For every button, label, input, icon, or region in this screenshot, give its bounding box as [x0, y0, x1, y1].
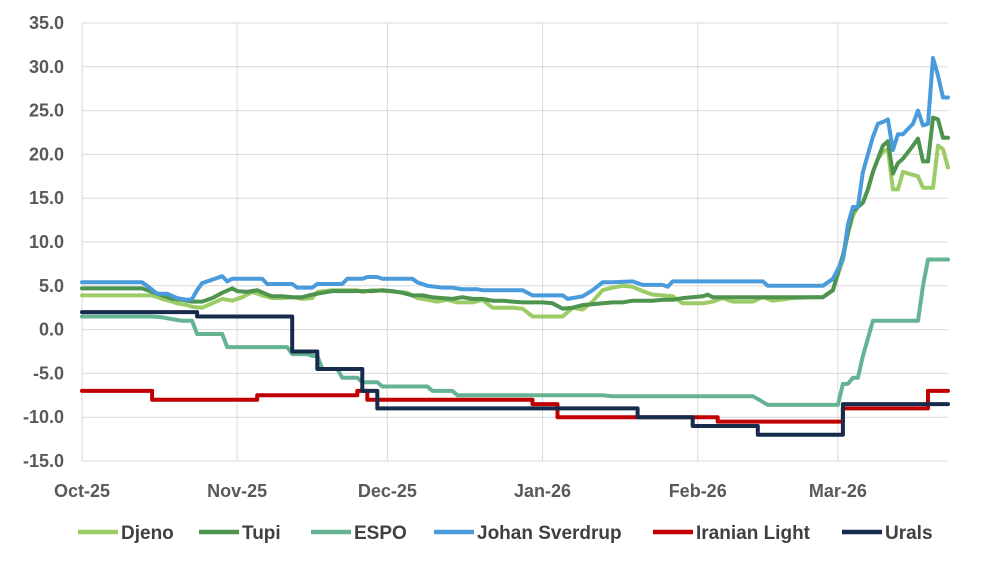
legend-label-iranian-light: Iranian Light: [696, 523, 811, 544]
x-tick-label: Dec-25: [358, 481, 417, 501]
legend-label-tupi: Tupi: [242, 523, 281, 544]
legend: Djeno Tupi ESPO Johan Sverdrup Iranian Light…: [78, 523, 933, 544]
series-line-tupi: [80, 115, 950, 311]
legend-label-djeno: Djeno: [121, 523, 174, 544]
y-tick-label: -10.0: [23, 407, 64, 427]
x-tick-label: Mar-26: [809, 481, 867, 501]
x-tick-label: Oct-25: [54, 481, 110, 501]
y-tick-label: 10.0: [29, 232, 64, 252]
y-tick-label: 15.0: [29, 188, 64, 208]
x-tick-label: Jan-26: [514, 481, 571, 501]
series-lines: [80, 56, 950, 437]
legend-label-johan-sverdrup: Johan Sverdrup: [477, 523, 622, 544]
x-tick-label: Nov-25: [207, 481, 267, 501]
series-line-urals: [80, 310, 950, 437]
y-axis-tick-labels: -15.0 -10.0 -5.0 0.0 5.0 10.0 15.0 20.0 25.0 30.0…: [23, 13, 64, 471]
horizontal-gridlines: [82, 22, 948, 462]
series-line-johan-sverdrup: [80, 56, 950, 302]
y-tick-label: 30.0: [29, 57, 64, 77]
y-tick-label: 0.0: [39, 320, 64, 340]
series-line-espo: [80, 257, 950, 407]
y-tick-label: 20.0: [29, 144, 64, 164]
legend-label-urals: Urals: [885, 523, 933, 544]
x-tick-label: Feb-26: [669, 481, 727, 501]
y-tick-label: 35.0: [29, 13, 64, 33]
x-axis-tick-labels: Oct-25 Nov-25 Dec-25 Jan-26 Feb-26 Mar-26: [54, 481, 867, 501]
legend-label-espo: ESPO: [354, 523, 407, 544]
y-tick-label: -15.0: [23, 451, 64, 471]
y-tick-label: 5.0: [39, 276, 64, 296]
y-tick-label: 25.0: [29, 101, 64, 121]
y-tick-label: -5.0: [33, 363, 64, 383]
